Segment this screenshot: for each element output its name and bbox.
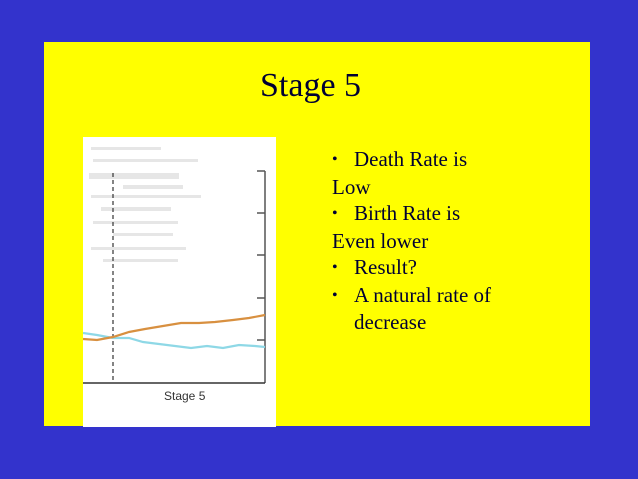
faded-background-marks	[89, 147, 201, 262]
bullet-marker: •	[332, 205, 338, 222]
birth-rate-line	[83, 331, 266, 350]
bullet-item: decrease	[332, 309, 582, 336]
death-rate-line	[83, 313, 266, 342]
bullet-text: Even lower	[332, 228, 429, 253]
stage-5-chart-image	[83, 137, 276, 427]
bullet-text: Birth Rate is	[354, 201, 461, 225]
slide-title: Stage 5	[260, 67, 362, 104]
bullet-item: Low	[332, 174, 582, 201]
chart-caption: Stage 5	[164, 389, 206, 403]
bullet-item: • Death Rate is	[332, 146, 582, 174]
right-axis-ticks	[257, 170, 265, 341]
bullet-item: Even lower	[332, 228, 582, 255]
bullet-marker: •	[332, 286, 338, 304]
bullet-text: Result?	[354, 255, 417, 279]
stage-5-chart-graphic	[83, 147, 266, 384]
bullet-text: decrease	[354, 310, 427, 334]
bullet-marker: •	[332, 259, 338, 276]
bullet-item: • A natural rate of	[332, 282, 582, 310]
bullet-text: A natural rate of	[354, 282, 492, 307]
bullet-marker: •	[332, 151, 338, 168]
bullet-list: • Death Rate is Low • Birth Rate is Even l…	[332, 146, 582, 336]
bullet-text: Death Rate is	[354, 147, 468, 171]
bullet-item: • Result?	[332, 254, 582, 282]
bullet-item: • Birth Rate is	[332, 200, 582, 228]
bullet-text: Low	[332, 174, 371, 199]
